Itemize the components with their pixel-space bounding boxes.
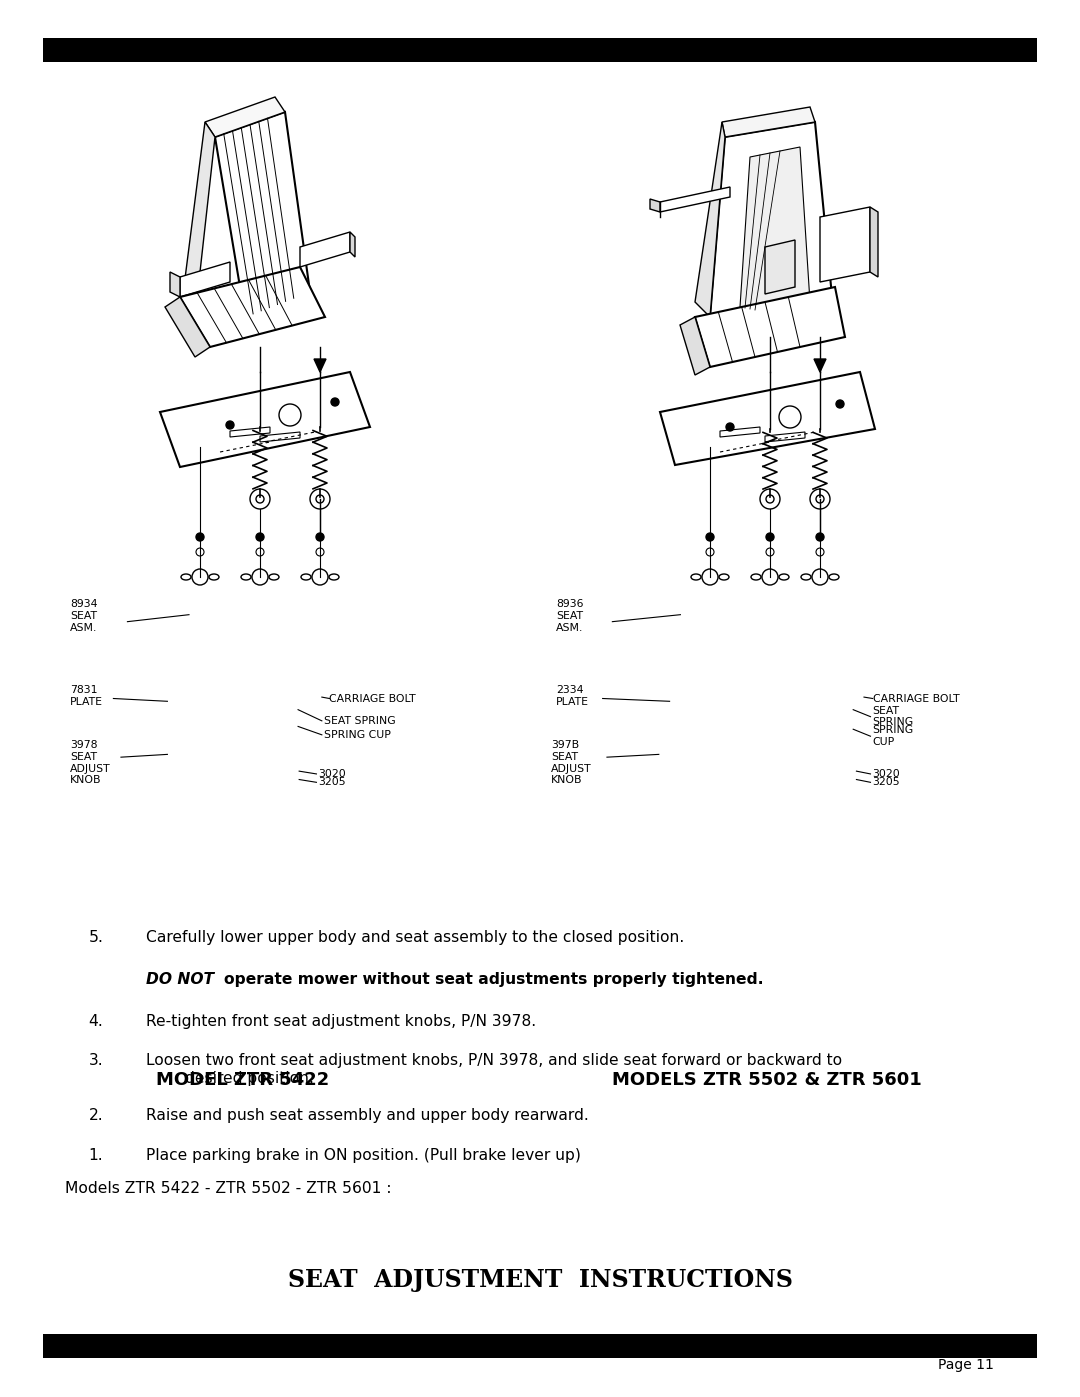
Circle shape: [816, 534, 824, 541]
Polygon shape: [820, 207, 870, 282]
Polygon shape: [215, 112, 310, 317]
Text: 8936
SEAT
ASM.: 8936 SEAT ASM.: [556, 599, 583, 633]
Polygon shape: [660, 187, 730, 212]
Polygon shape: [300, 232, 350, 267]
Circle shape: [195, 534, 204, 541]
Text: 7831
PLATE: 7831 PLATE: [70, 685, 104, 707]
Text: MODEL ZTR 5422: MODEL ZTR 5422: [157, 1071, 329, 1088]
Circle shape: [256, 534, 264, 541]
Text: 3.: 3.: [89, 1053, 104, 1069]
Ellipse shape: [269, 574, 279, 580]
Polygon shape: [710, 122, 835, 342]
Text: CARRIAGE BOLT: CARRIAGE BOLT: [873, 693, 959, 704]
Text: Raise and push seat assembly and upper body rearward.: Raise and push seat assembly and upper b…: [146, 1108, 589, 1123]
Text: 4.: 4.: [89, 1014, 104, 1030]
Polygon shape: [180, 263, 230, 298]
Text: Models ZTR 5422 - ZTR 5502 - ZTR 5601 :: Models ZTR 5422 - ZTR 5502 - ZTR 5601 :: [65, 1182, 391, 1196]
Ellipse shape: [801, 574, 811, 580]
Circle shape: [330, 398, 339, 407]
Polygon shape: [723, 108, 815, 137]
Circle shape: [812, 569, 828, 585]
Ellipse shape: [241, 574, 251, 580]
Ellipse shape: [210, 574, 219, 580]
Circle shape: [312, 569, 328, 585]
Text: 3205: 3205: [319, 777, 347, 788]
Polygon shape: [650, 198, 660, 212]
Polygon shape: [814, 359, 826, 372]
Ellipse shape: [301, 574, 311, 580]
Polygon shape: [696, 122, 725, 317]
Circle shape: [836, 400, 843, 408]
Ellipse shape: [829, 574, 839, 580]
Bar: [43, 1334, 1037, 1358]
Text: SEAT SPRING: SEAT SPRING: [324, 715, 395, 726]
Text: 2334
PLATE: 2334 PLATE: [556, 685, 590, 707]
Text: 8934
SEAT
ASM.: 8934 SEAT ASM.: [70, 599, 97, 633]
Text: MODELS ZTR 5502 & ZTR 5601: MODELS ZTR 5502 & ZTR 5601: [612, 1071, 921, 1088]
Polygon shape: [205, 96, 285, 137]
Text: operate mower without seat adjustments properly tightened.: operate mower without seat adjustments p…: [224, 972, 764, 988]
Text: Loosen two front seat adjustment knobs, P/N 3978, and slide seat forward or back: Loosen two front seat adjustment knobs, …: [146, 1053, 842, 1085]
Text: Page 11: Page 11: [937, 1358, 994, 1372]
Text: 3020: 3020: [319, 768, 347, 780]
Text: SEAT
SPRING: SEAT SPRING: [873, 705, 914, 728]
Text: 3205: 3205: [873, 777, 901, 788]
Bar: [43, 39, 1037, 63]
Ellipse shape: [751, 574, 761, 580]
Circle shape: [706, 534, 714, 541]
Polygon shape: [680, 317, 710, 374]
Text: SEAT  ADJUSTMENT  INSTRUCTIONS: SEAT ADJUSTMENT INSTRUCTIONS: [287, 1267, 793, 1292]
Circle shape: [702, 569, 718, 585]
Polygon shape: [740, 147, 810, 312]
Ellipse shape: [779, 574, 789, 580]
Text: Re-tighten front seat adjustment knobs, P/N 3978.: Re-tighten front seat adjustment knobs, …: [146, 1014, 536, 1030]
Text: Carefully lower upper body and seat assembly to the closed position.: Carefully lower upper body and seat asse…: [146, 930, 684, 946]
Text: 397B
SEAT
ADJUST
KNOB: 397B SEAT ADJUST KNOB: [551, 740, 592, 785]
Text: 3978
SEAT
ADJUST
KNOB: 3978 SEAT ADJUST KNOB: [70, 740, 111, 785]
Polygon shape: [696, 286, 845, 367]
Polygon shape: [350, 232, 355, 257]
Circle shape: [762, 569, 778, 585]
Circle shape: [226, 420, 234, 429]
Polygon shape: [660, 372, 875, 465]
Text: 3020: 3020: [873, 768, 901, 780]
Circle shape: [766, 534, 774, 541]
Circle shape: [316, 534, 324, 541]
Text: SPRING
CUP: SPRING CUP: [873, 725, 914, 747]
Circle shape: [252, 569, 268, 585]
Polygon shape: [180, 267, 325, 346]
Circle shape: [192, 569, 208, 585]
Text: 5.: 5.: [89, 930, 104, 946]
Polygon shape: [183, 122, 215, 317]
Text: 1.: 1.: [89, 1148, 104, 1164]
Ellipse shape: [719, 574, 729, 580]
Polygon shape: [314, 359, 326, 372]
Polygon shape: [160, 372, 370, 467]
Text: DO NOT: DO NOT: [146, 972, 214, 988]
Text: SPRING CUP: SPRING CUP: [324, 729, 391, 740]
Ellipse shape: [181, 574, 191, 580]
Text: Place parking brake in ON position. (Pull brake lever up): Place parking brake in ON position. (Pul…: [146, 1148, 581, 1164]
Polygon shape: [765, 240, 795, 293]
Polygon shape: [870, 207, 878, 277]
Ellipse shape: [691, 574, 701, 580]
Polygon shape: [170, 272, 180, 298]
Ellipse shape: [329, 574, 339, 580]
Text: 2.: 2.: [89, 1108, 104, 1123]
Text: CARRIAGE BOLT: CARRIAGE BOLT: [329, 693, 416, 704]
Circle shape: [726, 423, 734, 432]
Polygon shape: [165, 298, 210, 358]
